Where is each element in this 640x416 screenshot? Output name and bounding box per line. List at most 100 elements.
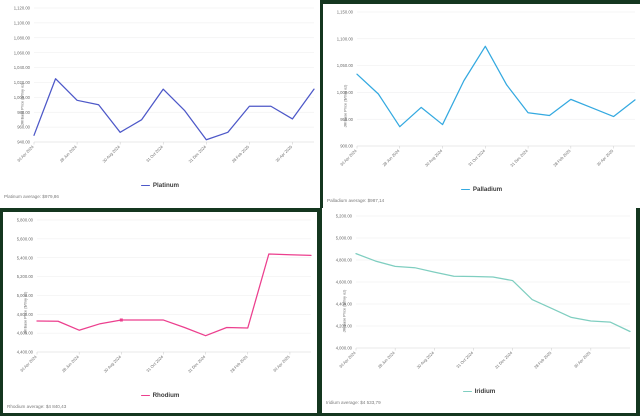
svg-text:31 Dec 2024: 31 Dec 2024 — [187, 354, 207, 374]
palladium-ytick-labels: 900.00 950.00 1,000.00 1,050.00 1,100.00 1,15… — [337, 10, 354, 149]
svg-text:30 Apr 2025: 30 Apr 2025 — [274, 144, 293, 163]
platinum-legend-swatch — [140, 184, 150, 187]
platinum-chart[interactable]: 940.00 960.00 980.00 1,000.00 1,020.00 1,040.… — [0, 0, 320, 178]
svg-text:1,060.00: 1,060.00 — [14, 50, 31, 55]
rhodium-legend-swatch — [140, 394, 150, 397]
platinum-legend[interactable]: Platinum — [0, 182, 320, 189]
svg-text:1,020.00: 1,020.00 — [14, 80, 31, 85]
palladium-average-text: Palladium average: $987,14 — [327, 198, 385, 203]
svg-text:28 Jun 2024: 28 Jun 2024 — [381, 148, 401, 168]
svg-text:950.00: 950.00 — [340, 117, 353, 122]
rhodium-xtick-labels: 30 Apr 2024 28 Jun 2024 30 Aug 2024 31 Oct … — [19, 352, 291, 374]
svg-text:1,080.00: 1,080.00 — [14, 35, 31, 40]
svg-text:30 Apr 2025: 30 Apr 2025 — [272, 354, 291, 373]
svg-text:960.00: 960.00 — [17, 125, 30, 130]
svg-text:28 Jun 2024: 28 Jun 2024 — [377, 350, 397, 370]
panel-iridium: JM Base Price ($/troy oz) 4,000.00 4,200.… — [320, 208, 640, 416]
iridium-legend-swatch — [462, 390, 472, 393]
svg-text:1,100.00: 1,100.00 — [337, 36, 354, 41]
rhodium-ytick-labels: 4,400.00 4,600.00 4,800.00 5,000.00 5,200.00… — [17, 218, 34, 355]
svg-text:1,000.00: 1,000.00 — [14, 95, 31, 100]
iridium-gridlines — [356, 215, 630, 349]
svg-text:1,000.00: 1,000.00 — [337, 90, 354, 95]
palladium-legend-label: Palladium — [472, 186, 503, 193]
platinum-line[interactable] — [33, 78, 315, 141]
svg-text:31 Oct 2024: 31 Oct 2024 — [145, 144, 164, 163]
panel-rhodium: JM Base Price ($/troy oz) 4,400.00 4,600.… — [0, 208, 320, 416]
rhodium-legend[interactable]: Rhodium — [3, 392, 317, 399]
svg-text:31 Oct 2024: 31 Oct 2024 — [467, 148, 486, 167]
svg-text:28 Jun 2024: 28 Jun 2024 — [61, 354, 81, 374]
svg-text:30 Apr 2024: 30 Apr 2024 — [338, 350, 357, 369]
palladium-legend-swatch — [460, 188, 470, 191]
svg-text:4,800.00: 4,800.00 — [17, 312, 34, 317]
svg-text:4,600.00: 4,600.00 — [17, 331, 34, 336]
svg-text:940.00: 940.00 — [17, 140, 30, 145]
svg-text:28 Feb 2025: 28 Feb 2025 — [533, 350, 553, 370]
platinum-gridlines — [34, 7, 314, 143]
palladium-line[interactable] — [356, 45, 636, 128]
svg-text:5,000.00: 5,000.00 — [336, 236, 353, 241]
svg-text:30 Aug 2024: 30 Aug 2024 — [416, 350, 436, 370]
svg-text:5,400.00: 5,400.00 — [17, 255, 34, 260]
svg-text:30 Aug 2024: 30 Aug 2024 — [101, 144, 121, 164]
rhodium-average-text: Rhodium average: $4 840,43 — [7, 404, 67, 409]
iridium-average-text: Iridium average: $4 533,79 — [326, 400, 381, 405]
iridium-chart[interactable]: 4,000.00 4,200.00 4,400.00 4,600.00 4,800.00… — [322, 208, 636, 384]
svg-text:4,400.00: 4,400.00 — [17, 350, 34, 355]
svg-text:5,200.00: 5,200.00 — [17, 274, 34, 279]
svg-text:1,150.00: 1,150.00 — [337, 10, 354, 15]
rhodium-highlight-point[interactable] — [119, 318, 123, 322]
palladium-legend[interactable]: Palladium — [323, 186, 640, 193]
svg-text:4,800.00: 4,800.00 — [336, 258, 353, 263]
svg-text:4,400.00: 4,400.00 — [336, 302, 353, 307]
svg-text:28 Feb 2025: 28 Feb 2025 — [231, 144, 251, 164]
svg-text:1,050.00: 1,050.00 — [337, 63, 354, 68]
svg-text:4,200.00: 4,200.00 — [336, 324, 353, 329]
platinum-plot-area: JM Base Price ($/troy oz) 940.00 960.00 98… — [0, 0, 320, 208]
svg-text:30 Apr 2025: 30 Apr 2025 — [573, 350, 592, 369]
svg-text:980.00: 980.00 — [17, 110, 30, 115]
svg-text:31 Dec 2024: 31 Dec 2024 — [494, 350, 514, 370]
iridium-legend-label: Iridium — [474, 388, 496, 395]
palladium-xtick-labels: 30 Apr 2024 28 Jun 2024 30 Aug 2024 31 Oct … — [339, 146, 615, 168]
svg-text:30 Apr 2024: 30 Apr 2024 — [16, 144, 35, 163]
platinum-legend-label: Platinum — [152, 182, 180, 189]
rhodium-line[interactable] — [36, 253, 312, 337]
svg-text:5,800.00: 5,800.00 — [17, 218, 34, 223]
iridium-legend[interactable]: Iridium — [322, 388, 636, 395]
svg-text:1,100.00: 1,100.00 — [14, 20, 31, 25]
svg-text:5,000.00: 5,000.00 — [17, 293, 34, 298]
rhodium-legend-label: Rhodium — [152, 392, 180, 399]
svg-text:5,200.00: 5,200.00 — [336, 214, 353, 219]
svg-text:30 Aug 2024: 30 Aug 2024 — [424, 148, 444, 168]
svg-text:1,120.00: 1,120.00 — [14, 6, 31, 11]
svg-text:900.00: 900.00 — [340, 144, 353, 149]
svg-text:31 Oct 2024: 31 Oct 2024 — [145, 354, 164, 373]
palladium-plot-area: JM Base Price ($/troy oz) 900.00 950.00 1,… — [323, 4, 640, 208]
svg-text:30 Aug 2024: 30 Aug 2024 — [103, 354, 123, 374]
svg-text:1,040.00: 1,040.00 — [14, 65, 31, 70]
platinum-ytick-labels: 940.00 960.00 980.00 1,000.00 1,020.00 1,040.… — [14, 6, 31, 145]
palladium-chart[interactable]: 900.00 950.00 1,000.00 1,050.00 1,100.00 1,15… — [323, 4, 640, 182]
svg-text:31 Oct 2024: 31 Oct 2024 — [455, 350, 474, 369]
rhodium-chart[interactable]: 4,400.00 4,600.00 4,800.00 5,000.00 5,200.00… — [3, 212, 317, 388]
panel-palladium: JM Base Price ($/troy oz) 900.00 950.00 1,… — [320, 0, 640, 208]
svg-text:28 Jun 2024: 28 Jun 2024 — [59, 144, 79, 164]
platinum-xtick-labels: 30 Apr 2024 28 Jun 2024 30 Aug 2024 31 Oct … — [16, 142, 294, 164]
iridium-ytick-labels: 4,000.00 4,200.00 4,400.00 4,600.00 4,800.00… — [336, 214, 353, 351]
svg-text:30 Apr 2024: 30 Apr 2024 — [339, 148, 358, 167]
svg-text:30 Apr 2025: 30 Apr 2025 — [596, 148, 615, 167]
svg-text:28 Feb 2025: 28 Feb 2025 — [229, 354, 249, 374]
iridium-xtick-labels: 30 Apr 2024 28 Jun 2024 30 Aug 2024 31 Oct … — [338, 348, 592, 370]
panel-platinum: JM Base Price ($/troy oz) 940.00 960.00 98… — [0, 0, 320, 208]
iridium-line[interactable] — [355, 252, 631, 333]
rhodium-gridlines — [37, 219, 311, 353]
svg-text:31 Dec 2024: 31 Dec 2024 — [509, 148, 529, 168]
rhodium-plot-area: JM Base Price ($/troy oz) 4,400.00 4,600.… — [3, 212, 317, 413]
svg-text:30 Apr 2024: 30 Apr 2024 — [19, 354, 38, 373]
svg-text:31 Dec 2024: 31 Dec 2024 — [187, 144, 207, 164]
svg-text:4,000.00: 4,000.00 — [336, 346, 353, 351]
iridium-plot-area: JM Base Price ($/troy oz) 4,000.00 4,200.… — [322, 208, 636, 413]
